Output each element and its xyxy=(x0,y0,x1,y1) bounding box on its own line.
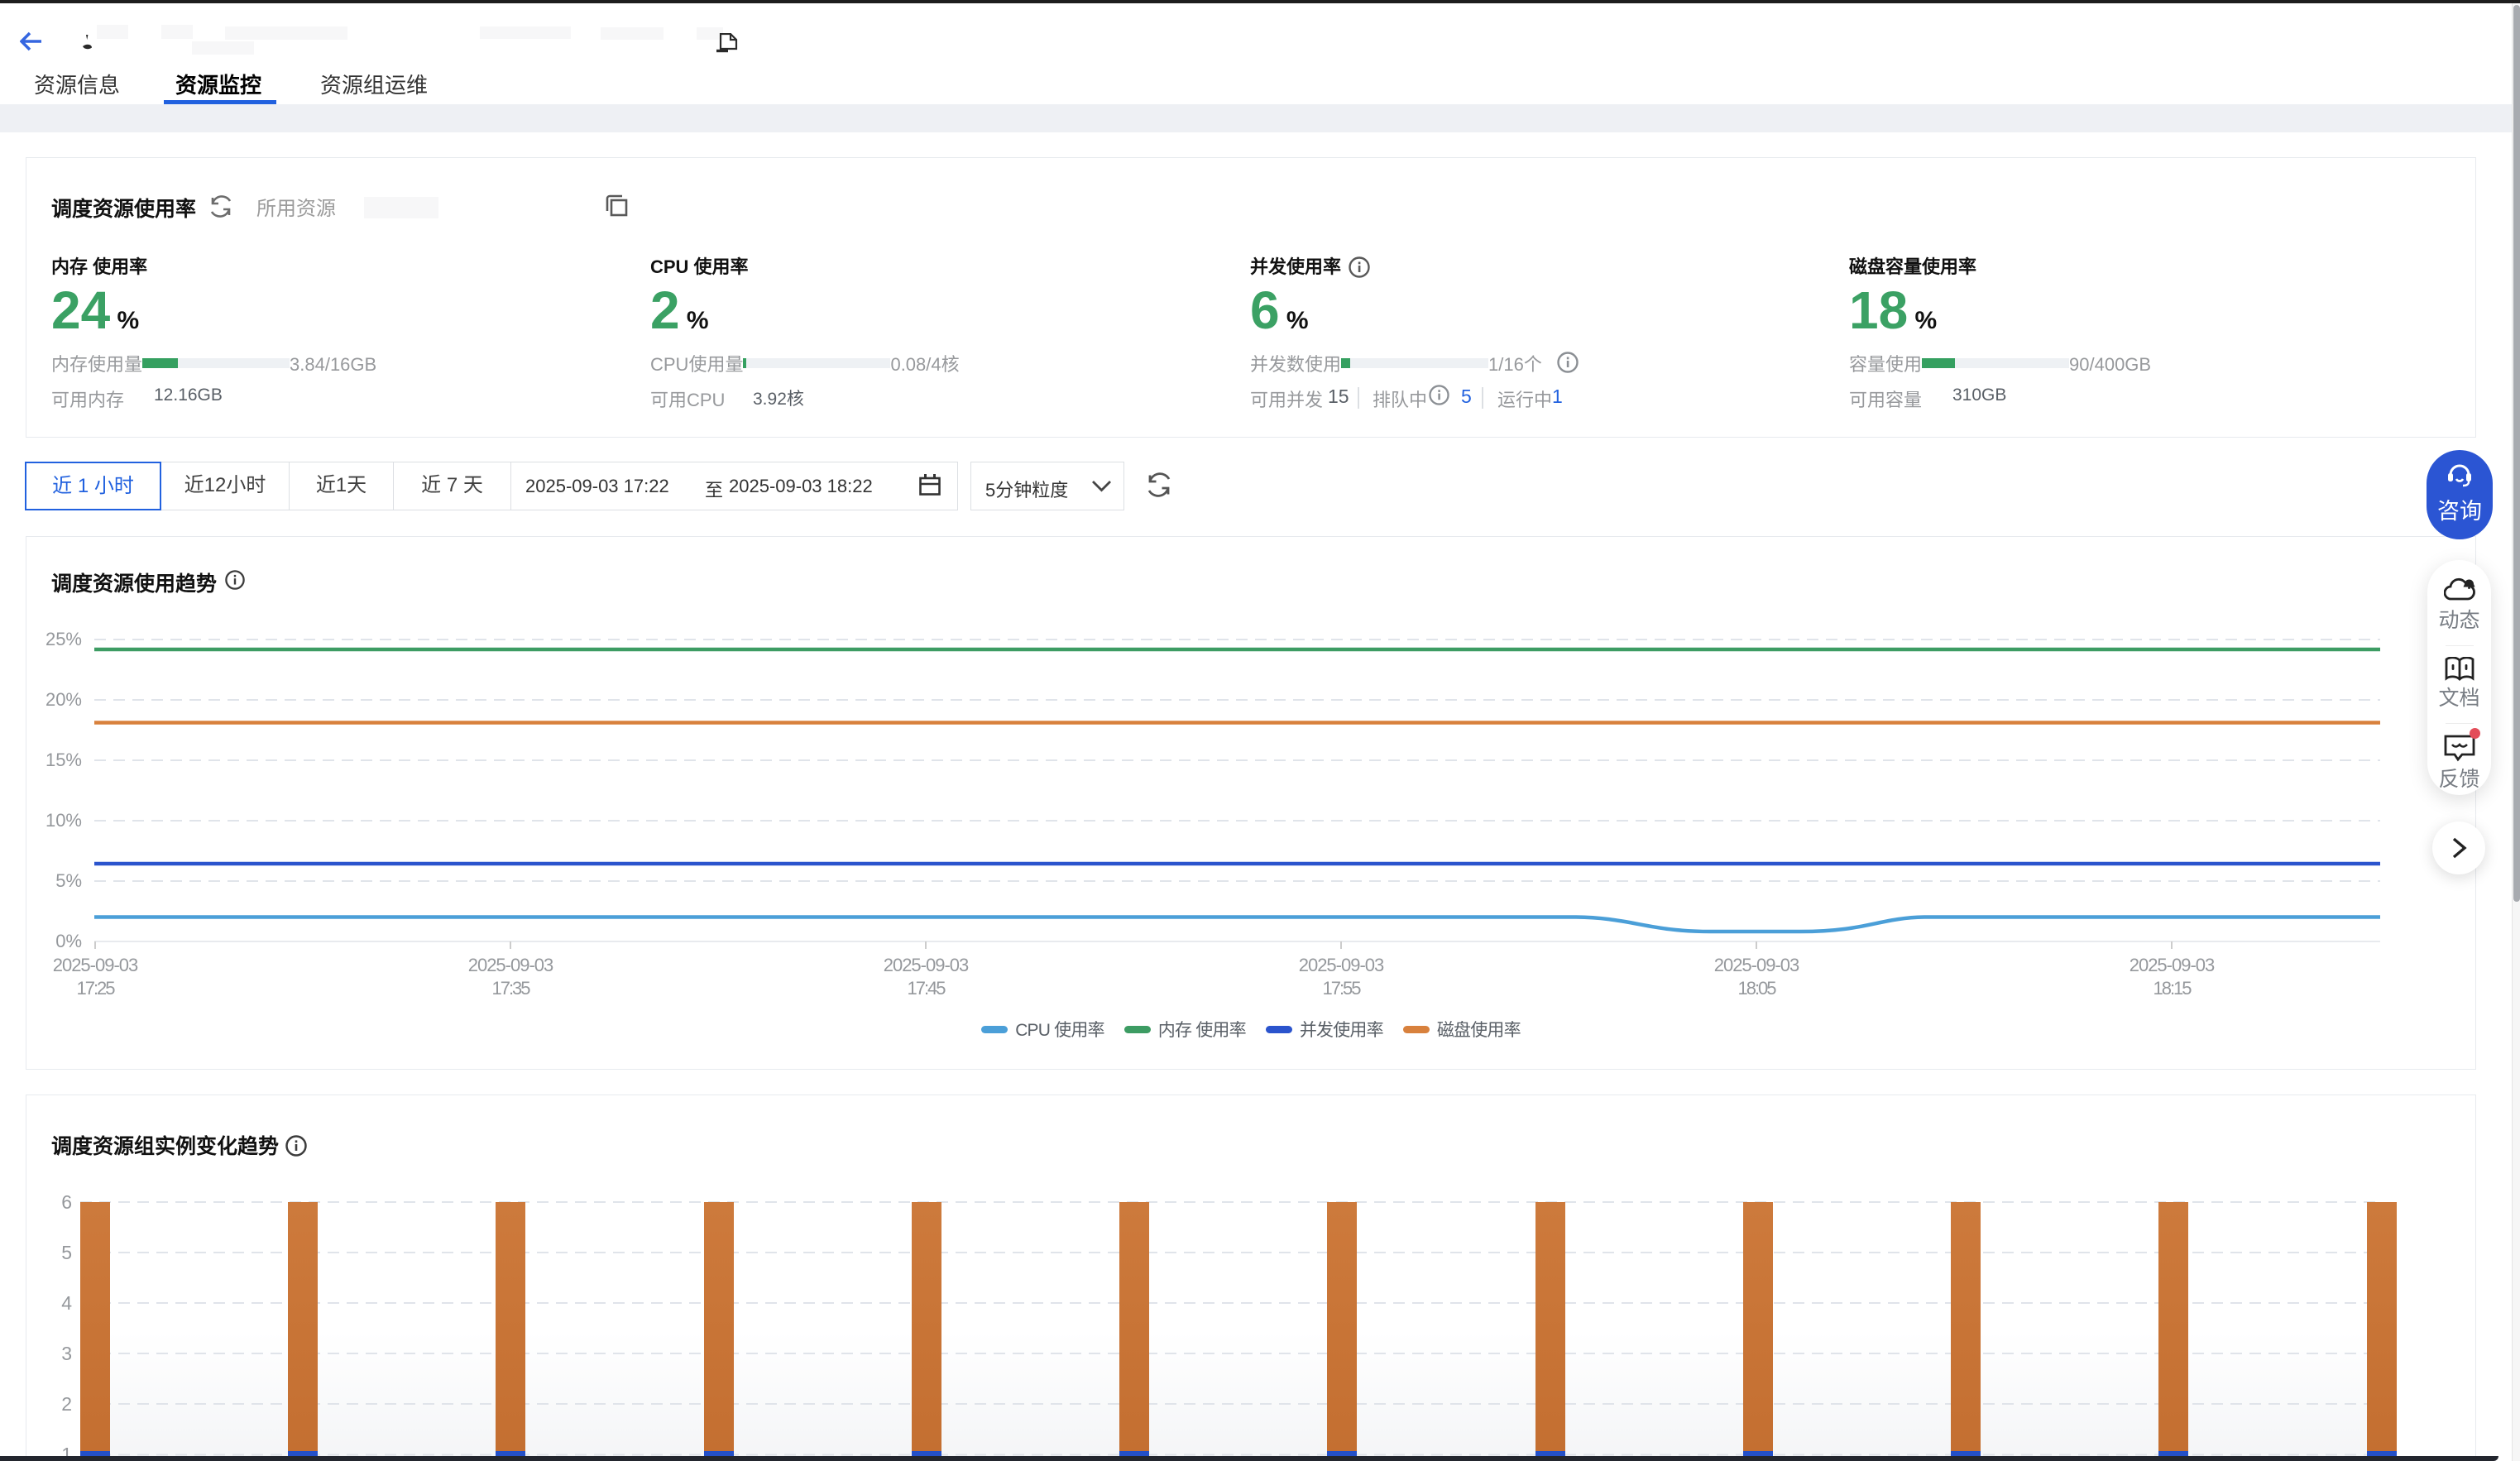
svg-text:3: 3 xyxy=(61,1343,72,1364)
svg-text:4: 4 xyxy=(61,1292,72,1314)
svg-text:18:15: 18:15 xyxy=(2153,978,2192,999)
svg-text:2025-09-03: 2025-09-03 xyxy=(1299,955,1384,975)
svg-text:2025-09-03: 2025-09-03 xyxy=(1714,955,1799,975)
svg-text:18:05: 18:05 xyxy=(1737,978,1776,999)
svg-text:5%: 5% xyxy=(55,870,82,891)
svg-text:5: 5 xyxy=(61,1242,72,1263)
svg-text:2025-09-03: 2025-09-03 xyxy=(53,955,138,975)
svg-text:17:35: 17:35 xyxy=(491,978,530,999)
svg-text:20%: 20% xyxy=(46,689,82,710)
svg-text:2025-09-03: 2025-09-03 xyxy=(2130,955,2215,975)
svg-text:25%: 25% xyxy=(46,629,82,649)
svg-text:15%: 15% xyxy=(46,750,82,770)
svg-text:2: 2 xyxy=(61,1393,72,1415)
svg-text:17:25: 17:25 xyxy=(76,978,115,999)
svg-text:17:55: 17:55 xyxy=(1322,978,1361,999)
svg-text:2025-09-03: 2025-09-03 xyxy=(884,955,969,975)
svg-text:0%: 0% xyxy=(55,931,82,951)
svg-text:10%: 10% xyxy=(46,810,82,831)
svg-text:2025-09-03: 2025-09-03 xyxy=(468,955,553,975)
svg-text:6: 6 xyxy=(61,1191,72,1213)
svg-text:17:45: 17:45 xyxy=(907,978,946,999)
